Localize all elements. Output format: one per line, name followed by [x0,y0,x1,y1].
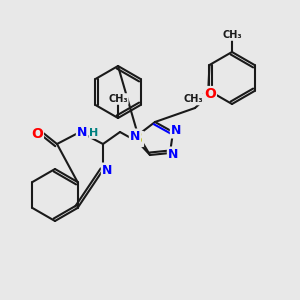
Text: N: N [77,127,87,140]
Text: H: H [89,128,99,138]
Text: O: O [204,87,216,101]
Text: N: N [168,148,178,160]
Text: CH₃: CH₃ [222,30,242,40]
Text: CH₃: CH₃ [183,94,203,104]
Text: N: N [171,124,181,137]
Text: N: N [102,164,112,176]
Text: S: S [133,132,143,146]
Text: CH₃: CH₃ [108,94,128,104]
Text: O: O [31,127,43,141]
Text: N: N [130,130,140,142]
